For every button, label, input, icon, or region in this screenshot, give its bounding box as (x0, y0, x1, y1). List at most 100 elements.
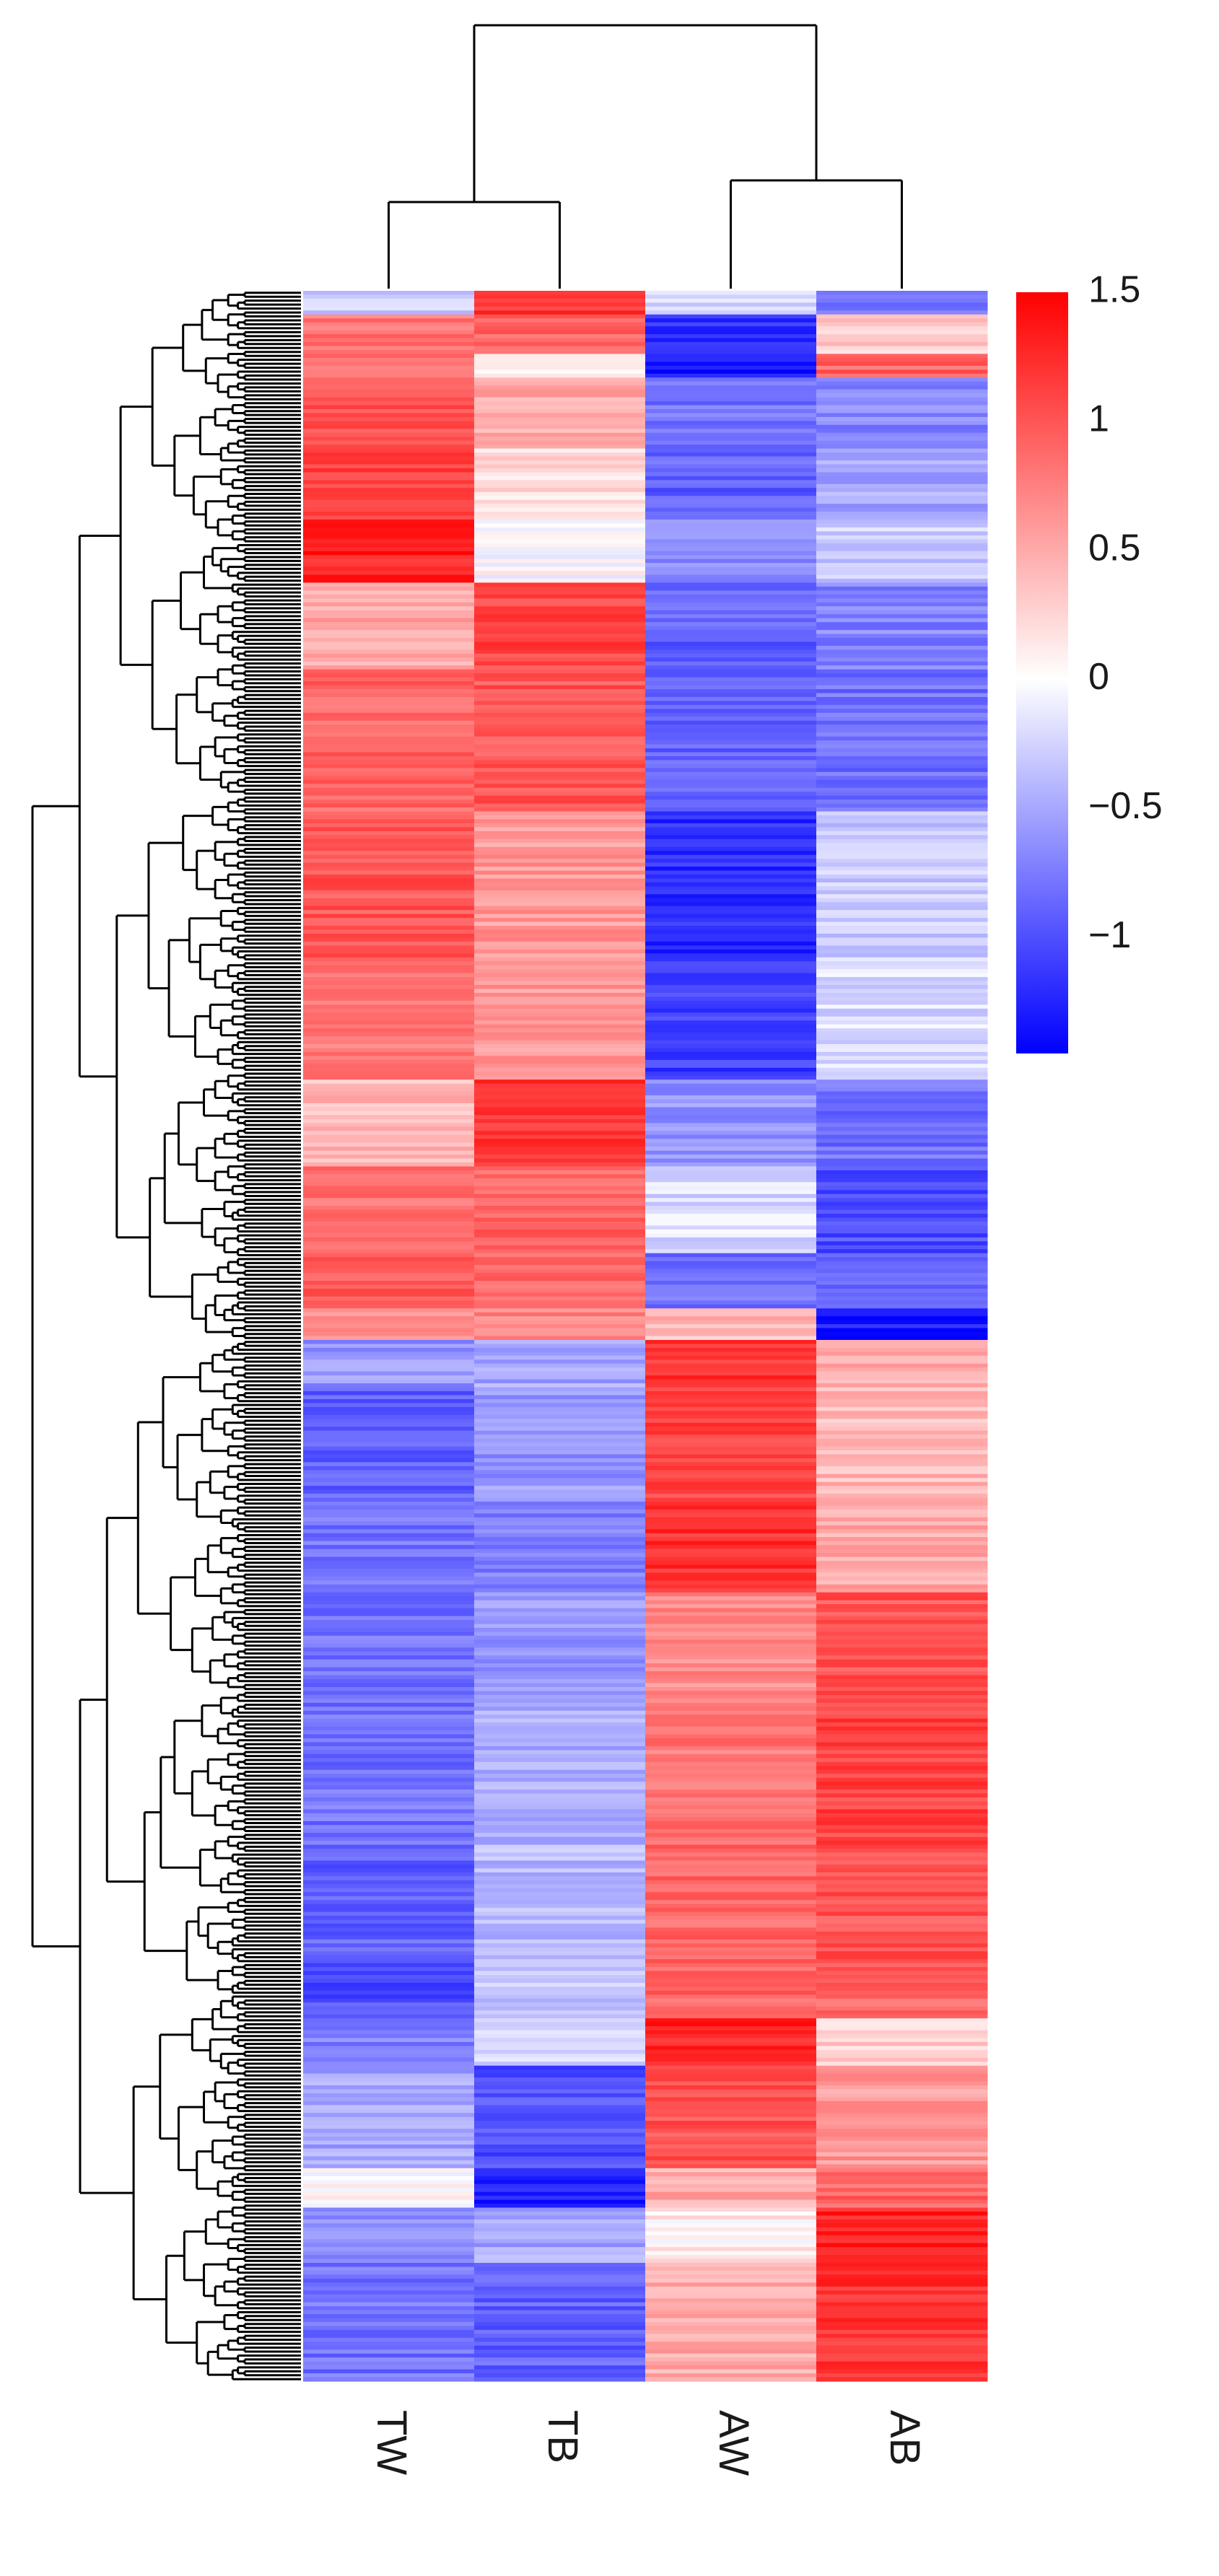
heatmap-cell (303, 2085, 475, 2090)
heatmap-cell (474, 890, 646, 895)
heatmap-cell (645, 1836, 817, 1841)
heatmap-cell (303, 1040, 475, 1045)
heatmap-cell (645, 1079, 817, 1085)
heatmap-cell (645, 326, 817, 331)
heatmap-cell (645, 985, 817, 990)
heatmap-cell (816, 1261, 988, 1266)
heatmap-cell (816, 2357, 988, 2362)
heatmap-cell (303, 894, 475, 899)
heatmap-cell (816, 1502, 988, 1507)
heatmap-cell (645, 910, 817, 915)
heatmap-cell (303, 2065, 475, 2070)
heatmap-cell (474, 294, 646, 299)
heatmap-cell (303, 626, 475, 631)
heatmap-cell (816, 531, 988, 536)
heatmap-cell (645, 961, 817, 966)
heatmap-cell (816, 799, 988, 805)
heatmap-cell (645, 1986, 817, 1992)
heatmap-cell (645, 933, 817, 939)
heatmap-cell (303, 2251, 475, 2256)
heatmap-cell (645, 641, 817, 647)
heatmap-cell (474, 807, 646, 812)
heatmap-cell (303, 1008, 475, 1013)
heatmap-cell (816, 838, 988, 844)
heatmap-cell (474, 1131, 646, 1136)
heatmap-cell (474, 2054, 646, 2059)
heatmap-cell (645, 1510, 817, 1515)
heatmap-cell (474, 1422, 646, 1427)
heatmap-cell (303, 752, 475, 757)
heatmap-cell (474, 1206, 646, 1211)
heatmap-cell (816, 1580, 988, 1585)
heatmap-cell (303, 1497, 475, 1502)
heatmap-cell (816, 1758, 988, 1763)
heatmap-cell (474, 1462, 646, 1467)
heatmap-cell (816, 1860, 988, 1865)
heatmap-cell (303, 862, 475, 867)
heatmap-cell (816, 1753, 988, 1758)
heatmap-cell (645, 2286, 817, 2291)
heatmap-cell (303, 638, 475, 643)
heatmap-cell (645, 669, 817, 674)
heatmap-cell (645, 452, 817, 457)
heatmap-cell (303, 2223, 475, 2228)
heatmap-cell (645, 606, 817, 611)
heatmap-cell (303, 1916, 475, 1921)
heatmap-cell (816, 1576, 988, 1581)
heatmap-cell (303, 1651, 475, 1656)
heatmap-cell (645, 1398, 817, 1404)
heatmap-cell (816, 1651, 988, 1656)
heatmap-cell (645, 898, 817, 903)
heatmap-cell (474, 2113, 646, 2118)
heatmap-cell (816, 622, 988, 627)
heatmap-cell (303, 2097, 475, 2102)
heatmap-cell (474, 1651, 646, 1656)
heatmap-cell (816, 1596, 988, 1601)
heatmap-cell (303, 1466, 475, 1471)
heatmap-cell (303, 1505, 475, 1510)
heatmap-cell (645, 1292, 817, 1297)
heatmap-cell (303, 1569, 475, 1574)
heatmap-cell (645, 1714, 817, 1719)
heatmap-cell (816, 1107, 988, 1112)
heatmap-cell (816, 2137, 988, 2142)
heatmap-cell (645, 1486, 817, 1491)
column-label-aw: AW (710, 2410, 757, 2476)
heatmap-cell (474, 1686, 646, 1692)
heatmap-cell (303, 697, 475, 702)
heatmap-cell (303, 792, 475, 797)
colorbar-tick-label: −0.5 (1088, 785, 1163, 827)
heatmap-cell (474, 838, 646, 844)
heatmap-cell (474, 1193, 646, 1199)
heatmap-cell (474, 969, 646, 974)
heatmap-cell (303, 2243, 475, 2248)
heatmap-cell (303, 393, 475, 398)
heatmap-cell (816, 1947, 988, 1952)
heatmap-cell (645, 2022, 817, 2027)
heatmap-cell (816, 1635, 988, 1640)
heatmap-cell (303, 373, 475, 378)
heatmap-cell (645, 1261, 817, 1266)
heatmap-cell (645, 1521, 817, 1526)
heatmap-cell (474, 1442, 646, 1447)
heatmap-cell (816, 1702, 988, 1707)
heatmap-cell (474, 1971, 646, 1976)
heatmap-cell (474, 504, 646, 509)
heatmap-cell (816, 763, 988, 768)
heatmap-cell (816, 823, 988, 828)
heatmap-cell (816, 1292, 988, 1297)
heatmap-cell (303, 1833, 475, 1838)
heatmap-cell (816, 582, 988, 587)
heatmap-cell (474, 571, 646, 576)
heatmap-cell (303, 914, 475, 919)
heatmap-cell (645, 1896, 817, 1901)
heatmap-cell (645, 401, 817, 406)
heatmap-cell (816, 1564, 988, 1569)
heatmap-cell (816, 2204, 988, 2209)
heatmap-cell (645, 413, 817, 418)
heatmap-cell (816, 1249, 988, 1254)
heatmap-cell (816, 1051, 988, 1057)
heatmap-cell (645, 2306, 817, 2311)
heatmap-cell (816, 1371, 988, 1376)
heatmap-cell (303, 499, 475, 504)
